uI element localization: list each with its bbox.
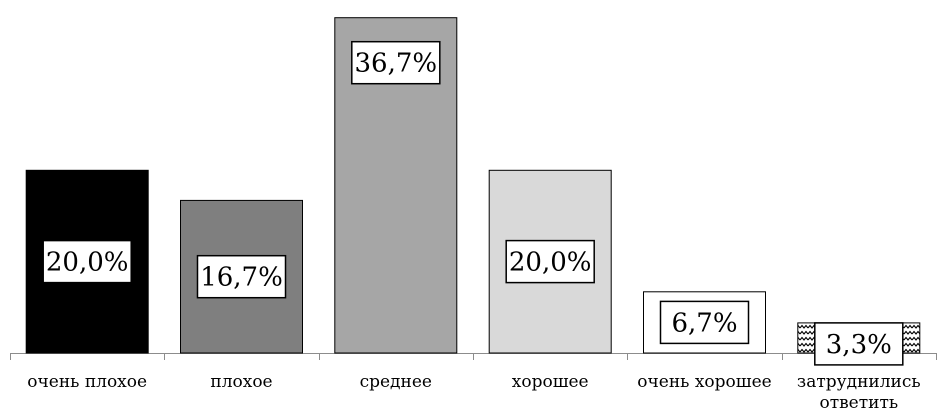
data-label: 20,0% [509,248,592,278]
data-label: 20,0% [46,248,129,278]
x-tick-label: плохое [210,372,272,392]
data-label: 16,7% [200,263,283,293]
data-label-box [42,239,132,284]
data-label: 36,7% [354,49,437,79]
x-tick-label-line: хорошее [512,372,589,392]
data-label: 3,3% [826,330,892,360]
x-tick-label-line: очень плохое [27,372,147,392]
data-label-box [814,322,904,366]
x-tick-label-line: среднее [360,372,432,392]
data-labels: 20,0% 16,7% 36,7% 20,0% 6,7% 3,3% [42,40,904,366]
x-tick-label-line: плохое [210,372,272,392]
data-label-box [659,300,750,345]
x-tick-label: хорошее [512,372,589,392]
data-label-box [505,239,595,284]
bars [25,17,921,354]
x-tick-label: среднее [360,372,432,392]
x-tick-label: очень хорошее [637,372,771,392]
x-tick-label: очень плохое [27,372,147,392]
data-label-box [196,254,287,299]
data-label-box [351,40,441,85]
x-tick-label-line: ответить [819,393,898,412]
x-tick-labels: очень плохое плохое среднее хорошее очень хо… [27,372,920,412]
x-axis [10,353,937,360]
x-tick-label: затруднились ответить [797,372,921,412]
data-label: 6,7% [671,308,737,338]
x-tick-label-line: затруднились [797,372,921,392]
x-tick-label-line: очень хорошее [637,372,771,392]
